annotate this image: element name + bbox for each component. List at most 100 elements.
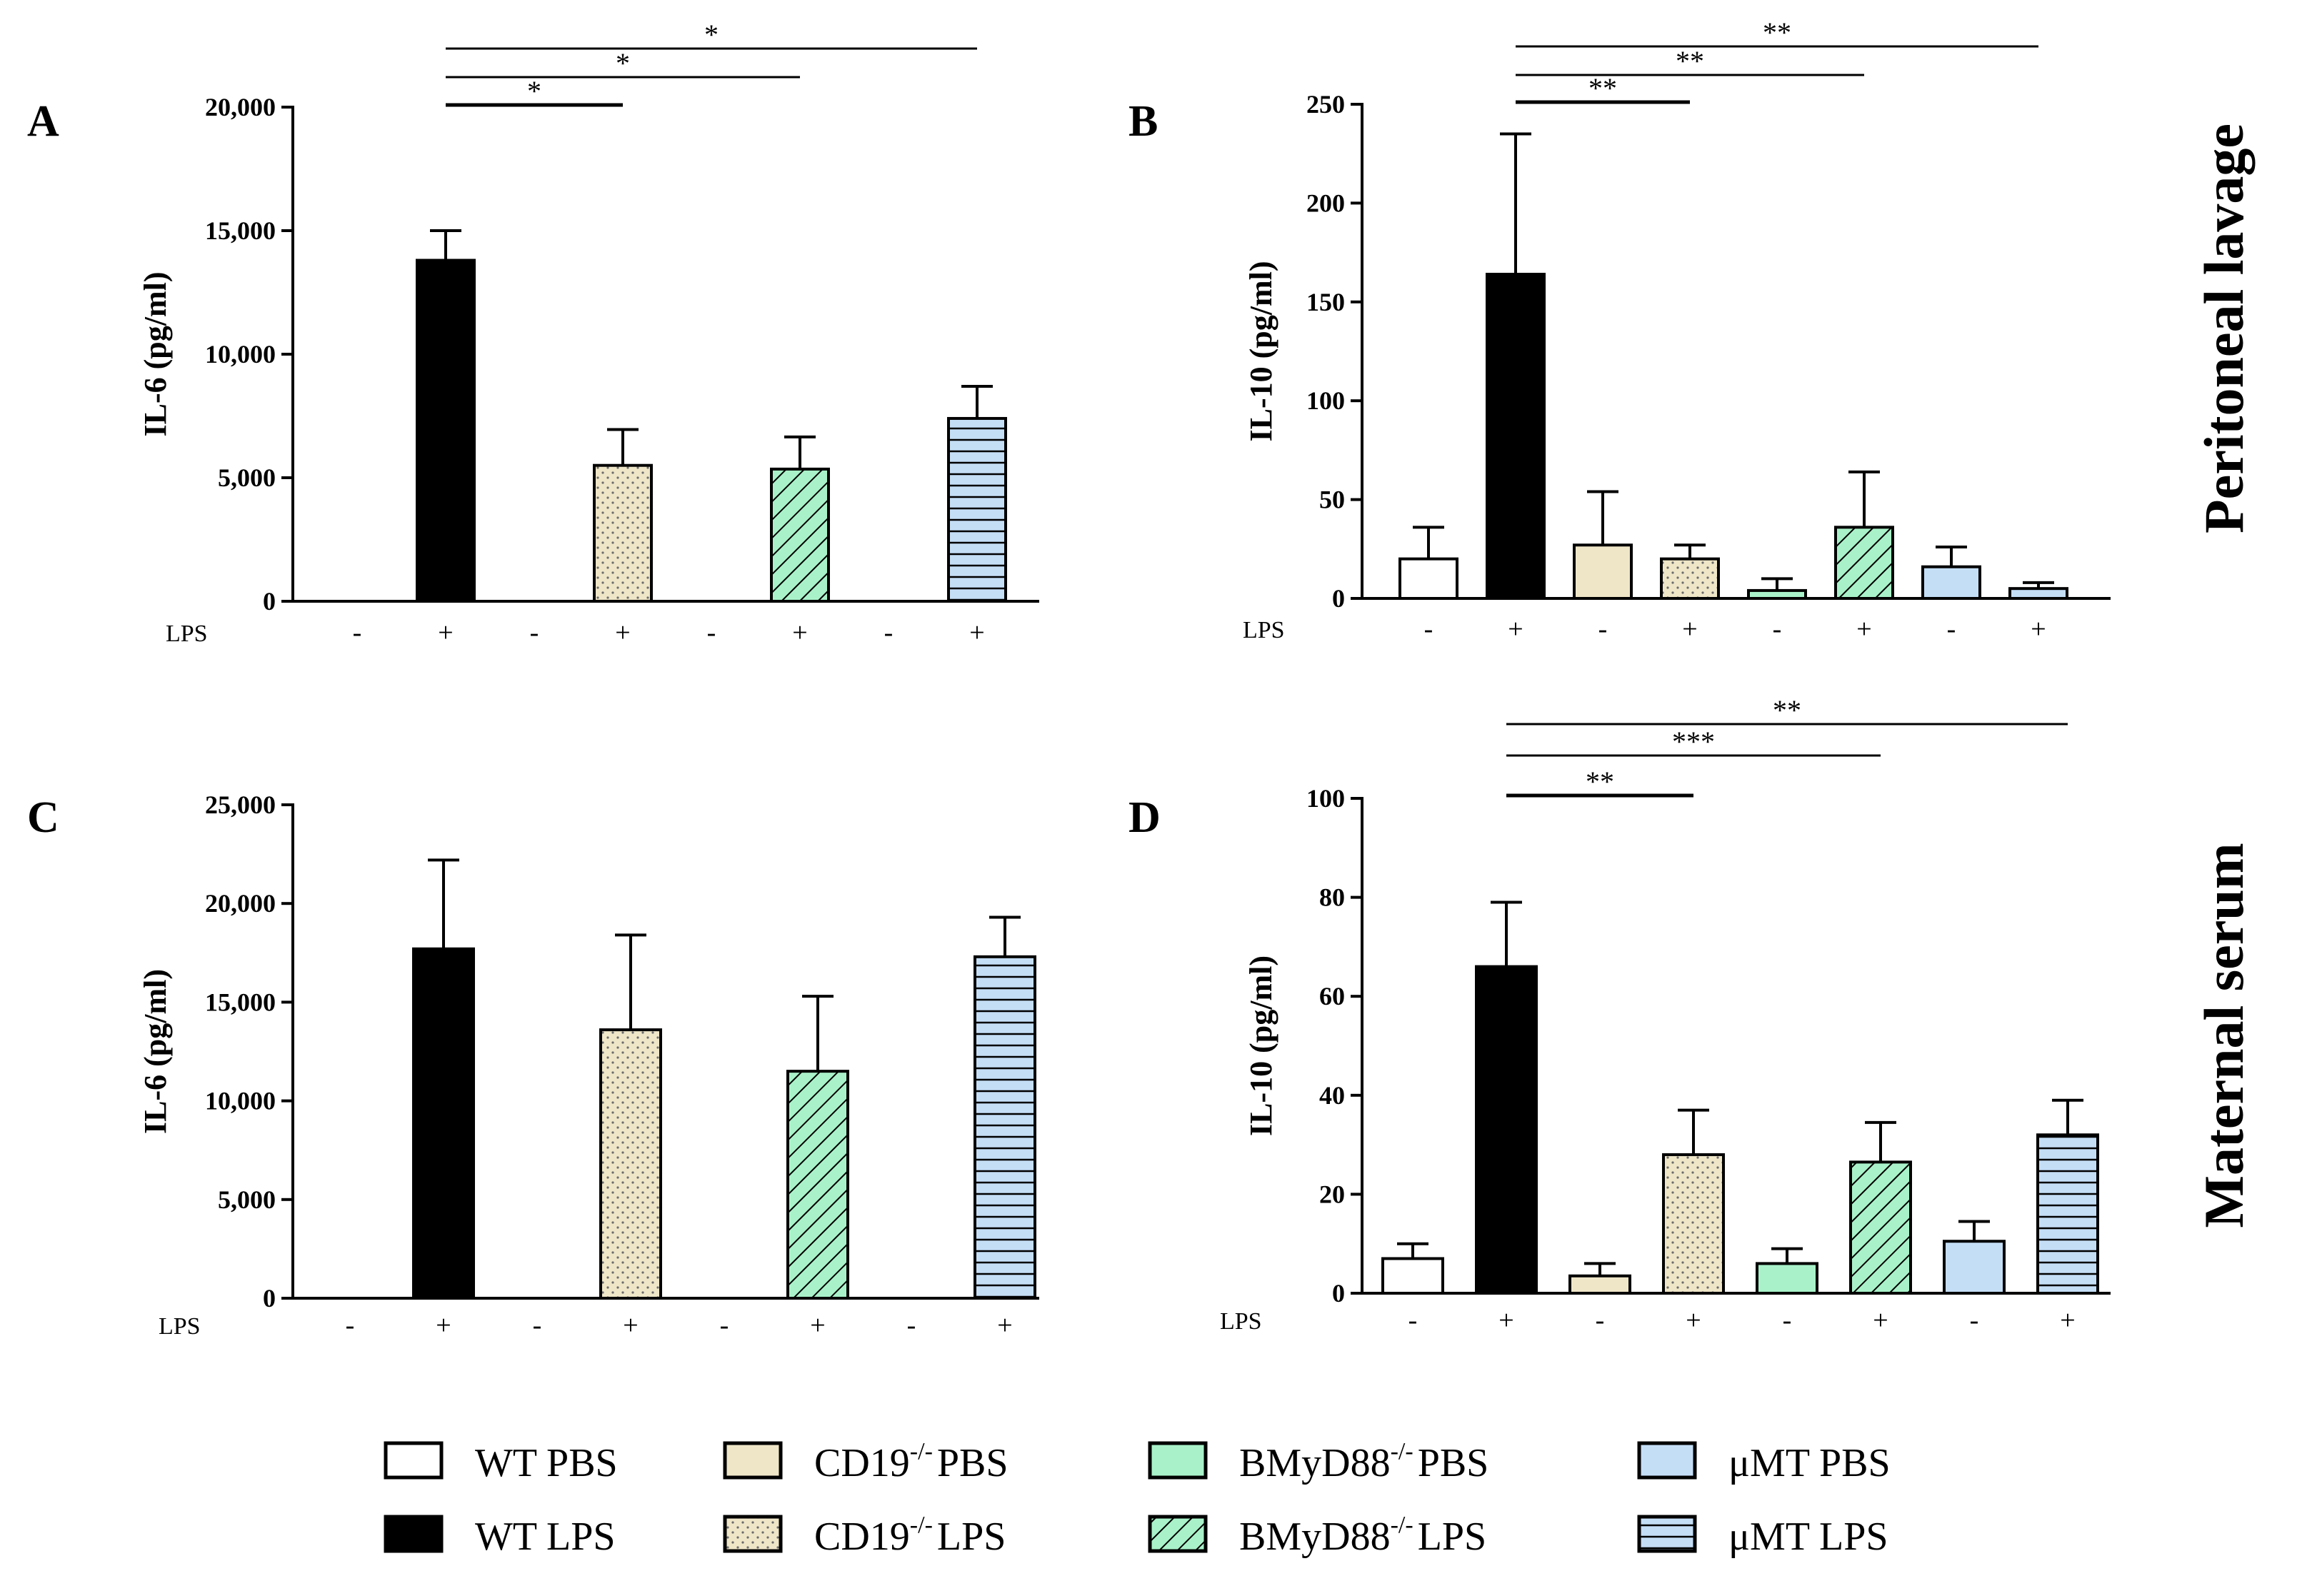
lps-sign: + [997, 1310, 1012, 1340]
y-tick-label: 20 [1319, 1180, 1345, 1208]
y-tick-label: 5,000 [218, 463, 276, 492]
y-tick-label: 40 [1319, 1081, 1345, 1110]
lps-row-label: LPS [1243, 617, 1285, 643]
lps-sign: - [1596, 1305, 1605, 1335]
y-tick-label: 0 [263, 1284, 276, 1313]
legend-label: CD19-/- PBS [814, 1438, 1009, 1485]
lps-row-label: LPS [1220, 1308, 1262, 1335]
lps-sign: - [533, 1310, 542, 1340]
lps-sign: + [623, 1310, 638, 1340]
lps-sign: + [2060, 1305, 2075, 1335]
lps-row-label: LPS [159, 1313, 201, 1340]
lps-sign: - [1424, 614, 1433, 644]
significance-label: *** [1672, 726, 1715, 758]
y-tick-label: 10,000 [205, 1087, 276, 1115]
lps-sign: - [1947, 614, 1956, 644]
lps-sign: - [720, 1310, 729, 1340]
lps-sign: - [1408, 1305, 1418, 1335]
y-tick-label: 0 [1332, 584, 1345, 613]
lps-sign: - [1773, 614, 1782, 644]
y-tick-label: 150 [1306, 288, 1345, 316]
bar-wt-lps [1475, 965, 1538, 1295]
significance-label: * [616, 47, 630, 79]
y-tick-label: 5,000 [218, 1185, 276, 1214]
legend-label: μMT LPS [1728, 1515, 1888, 1559]
bar-cd19-pbs [1573, 543, 1633, 600]
bar--mt-pbs [1943, 1240, 2006, 1295]
bar-bmyd88-pbs [1756, 1262, 1818, 1295]
lps-sign: + [436, 1310, 451, 1340]
panel-letter-c: C [27, 793, 59, 842]
panel-letter-d: D [1129, 793, 1161, 842]
y-tick-label: 100 [1306, 386, 1345, 415]
bar-bmyd88-lps [1849, 1160, 1912, 1295]
y-axis-label: IL-6 (pg/ml) [138, 272, 173, 437]
legend-swatch [723, 1515, 783, 1553]
significance-label: ** [1588, 72, 1617, 104]
lps-sign: - [1598, 614, 1608, 644]
bar-cd19-lps [1662, 1153, 1725, 1295]
bar-wt-pbs [1381, 1257, 1444, 1295]
bar-cd19-lps [599, 1028, 662, 1300]
lps-sign: + [1508, 614, 1523, 644]
bar-wt-lps [412, 947, 475, 1300]
lps-sign: + [1856, 614, 1871, 644]
lps-sign: + [1873, 1305, 1888, 1335]
bar--mt-lps [2008, 587, 2068, 600]
lps-sign: - [884, 618, 894, 648]
panel-letter-b: B [1129, 97, 1158, 146]
legend-label: WT LPS [475, 1515, 616, 1559]
lps-sign: + [969, 618, 984, 648]
lps-sign: + [1498, 1305, 1513, 1335]
bar--mt-lps [947, 416, 1007, 603]
bar-bmyd88-pbs [1747, 588, 1807, 600]
legend-swatch [1637, 1515, 1697, 1553]
panel-letter-a: A [27, 97, 59, 146]
bar--mt-pbs [1921, 565, 1981, 600]
y-tick-label: 100 [1306, 784, 1345, 813]
legend: WT PBS WT LPS CD19-/- PBS CD19-/- LPS BMyD88-/… [384, 1438, 1891, 1559]
lps-sign: + [792, 618, 807, 648]
lps-sign: + [1682, 614, 1697, 644]
legend-swatch [1148, 1441, 1208, 1480]
lps-sign: - [346, 1310, 355, 1340]
significance-label: ** [1586, 766, 1614, 798]
legend-label: CD19-/- LPS [814, 1512, 1006, 1559]
bar-bmyd88-lps [786, 1070, 849, 1300]
significance-label: * [527, 75, 541, 107]
legend-label: BMyD88-/- PBS [1239, 1438, 1488, 1485]
lps-sign: + [1686, 1305, 1701, 1335]
section-label-peritoneal-lavage: Peritoneal lavage [2193, 124, 2255, 533]
legend-swatch [384, 1441, 444, 1480]
lps-row-label: LPS [166, 621, 208, 647]
lps-sign: + [615, 618, 630, 648]
significance-label: ** [1763, 16, 1791, 49]
bar-bmyd88-lps [770, 467, 830, 603]
section-label-maternal-serum: Maternal serum [2193, 843, 2255, 1228]
y-tick-label: 250 [1306, 90, 1345, 119]
legend-label: WT PBS [475, 1441, 618, 1485]
bar--mt-lps [974, 955, 1036, 1300]
lps-sign: + [438, 618, 453, 648]
y-tick-label: 15,000 [205, 988, 276, 1016]
lps-sign: + [2031, 614, 2046, 644]
y-tick-label: 80 [1319, 883, 1345, 912]
legend-label: BMyD88-/- LPS [1239, 1512, 1486, 1559]
lps-sign: - [1970, 1305, 1979, 1335]
bar-cd19-lps [1660, 557, 1720, 601]
y-tick-label: 0 [1332, 1279, 1345, 1308]
y-tick-label: 20,000 [205, 889, 276, 918]
lps-sign: - [707, 618, 716, 648]
lps-sign: + [810, 1310, 825, 1340]
y-axis-label: IL-6 (pg/ml) [138, 969, 173, 1134]
legend-swatch [723, 1441, 783, 1480]
panel-a: A IL-6 (pg/ml) 0 5,000 10,000 15,000 20,000 - + -… [27, 19, 1039, 648]
bar-wt-pbs [1398, 557, 1458, 601]
legend-swatch [384, 1515, 444, 1553]
bar-bmyd88-lps [1834, 526, 1894, 600]
significance-label: ** [1676, 45, 1704, 77]
y-tick-label: 50 [1319, 486, 1345, 514]
legend-swatch [1637, 1441, 1697, 1480]
